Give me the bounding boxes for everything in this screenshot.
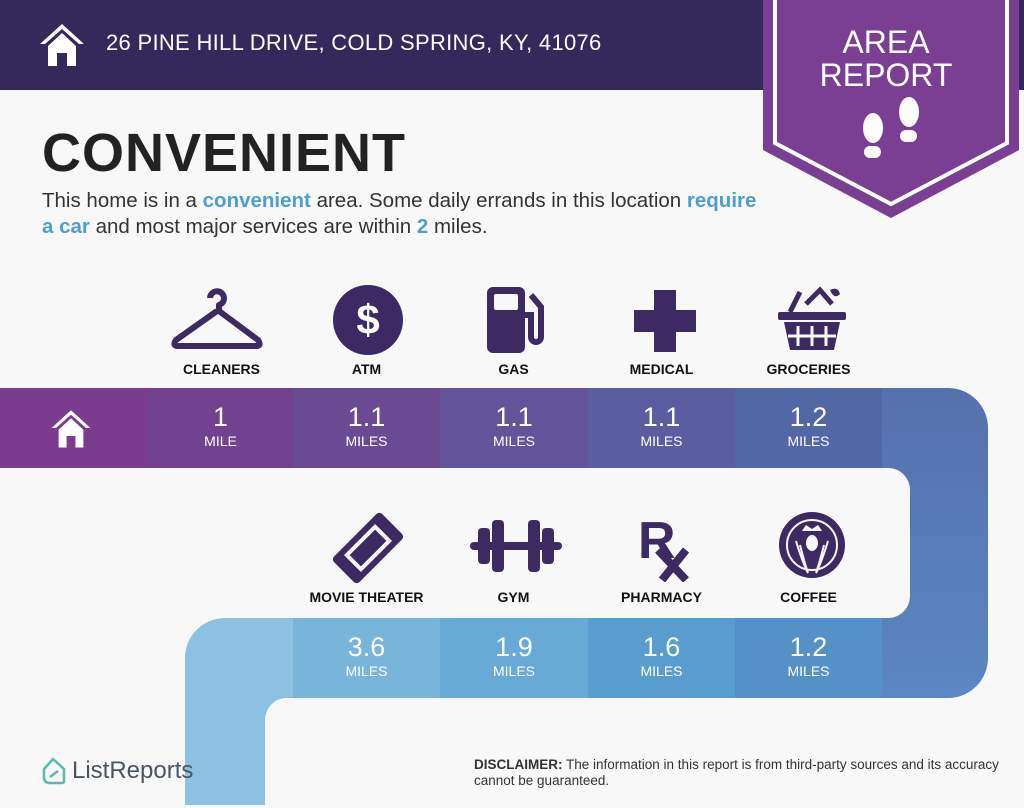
listreports-logo-icon xyxy=(42,757,66,785)
distance-value: 1.1 xyxy=(642,402,681,432)
distance-unit: MILE xyxy=(204,433,237,449)
distance-cell: 1.1 MILES xyxy=(440,388,588,468)
distance-unit: MILES xyxy=(345,433,388,449)
distance-value: 1.9 xyxy=(495,632,533,662)
house-icon xyxy=(40,24,84,66)
amenity-label: COFFEE xyxy=(780,589,837,605)
distance-unit: MILES xyxy=(640,663,683,679)
distance-unit: MILES xyxy=(345,663,388,679)
distance-cell: 1.1 MILES xyxy=(588,388,735,468)
ticket-icon xyxy=(332,512,404,584)
svg-text:$: $ xyxy=(356,296,379,343)
amenity-label: MEDICAL xyxy=(629,361,694,377)
amenity-label: CLEANERS xyxy=(182,361,260,377)
description: This home is in a convenient area. Some … xyxy=(42,189,757,238)
house-icon xyxy=(51,410,91,448)
bottom-panel xyxy=(265,698,1024,808)
dumbbell-icon xyxy=(470,520,562,572)
distance-unit: MILES xyxy=(787,433,830,449)
amenity-label: GYM xyxy=(497,589,530,605)
disclaimer: DISCLAIMER: The information in this repo… xyxy=(474,757,999,788)
distance-cell: 1.6 MILES xyxy=(588,618,735,698)
distance-value: 1.1 xyxy=(495,402,533,432)
distance-value: 1.6 xyxy=(642,632,681,662)
footprints-icon xyxy=(863,97,919,158)
amenity-label: ATM xyxy=(351,361,382,377)
starbucks-logo-icon xyxy=(779,512,845,578)
distance-unit: MILES xyxy=(787,663,830,679)
distance-cell: 1.1 MILES xyxy=(293,388,440,468)
distance-cell: 1.2 MILES xyxy=(735,388,882,468)
page-title: CONVENIENT xyxy=(42,123,407,183)
gas-pump-icon xyxy=(487,287,544,353)
address: 26 PINE HILL DRIVE, COLD SPRING, KY, 410… xyxy=(106,30,602,55)
basket-icon xyxy=(778,286,846,350)
distance-cell: 3.6 MILES xyxy=(293,618,440,698)
badge-line-2: REPORT xyxy=(819,57,953,93)
distance-unit: MILES xyxy=(492,433,535,449)
distance-unit: MILES xyxy=(492,663,535,679)
badge-title: AREA REPORT xyxy=(763,26,1009,92)
area-report-badge xyxy=(763,0,1019,218)
amenity-label: MOVIE THEATER xyxy=(309,589,424,605)
logo-text: ListReports xyxy=(72,757,194,784)
medical-cross-icon xyxy=(634,290,696,352)
dollar-icon: $ xyxy=(333,285,403,355)
distance-value: 3.6 xyxy=(347,632,386,662)
amenity-label: PHARMACY xyxy=(621,589,702,605)
amenity-label: GROCERIES xyxy=(766,361,851,377)
amenity-label: GAS xyxy=(498,361,529,377)
distance-value: 1 xyxy=(212,402,229,432)
listreports-logo: ListReports xyxy=(40,757,193,785)
badge-line-1: AREA xyxy=(842,24,930,60)
distance-unit: MILES xyxy=(640,433,683,449)
white-panel xyxy=(0,468,910,618)
distance-value: 1.2 xyxy=(789,632,828,662)
rx-icon: R xyxy=(638,512,690,582)
distance-cell: 1.2 MILES xyxy=(735,618,882,698)
distance-value: 1.2 xyxy=(789,402,828,432)
distance-cell: 1.9 MILES xyxy=(440,618,588,698)
distance-cell: 1 MILE xyxy=(148,388,293,468)
hanger-icon xyxy=(171,288,263,349)
distance-value: 1.1 xyxy=(347,402,386,432)
